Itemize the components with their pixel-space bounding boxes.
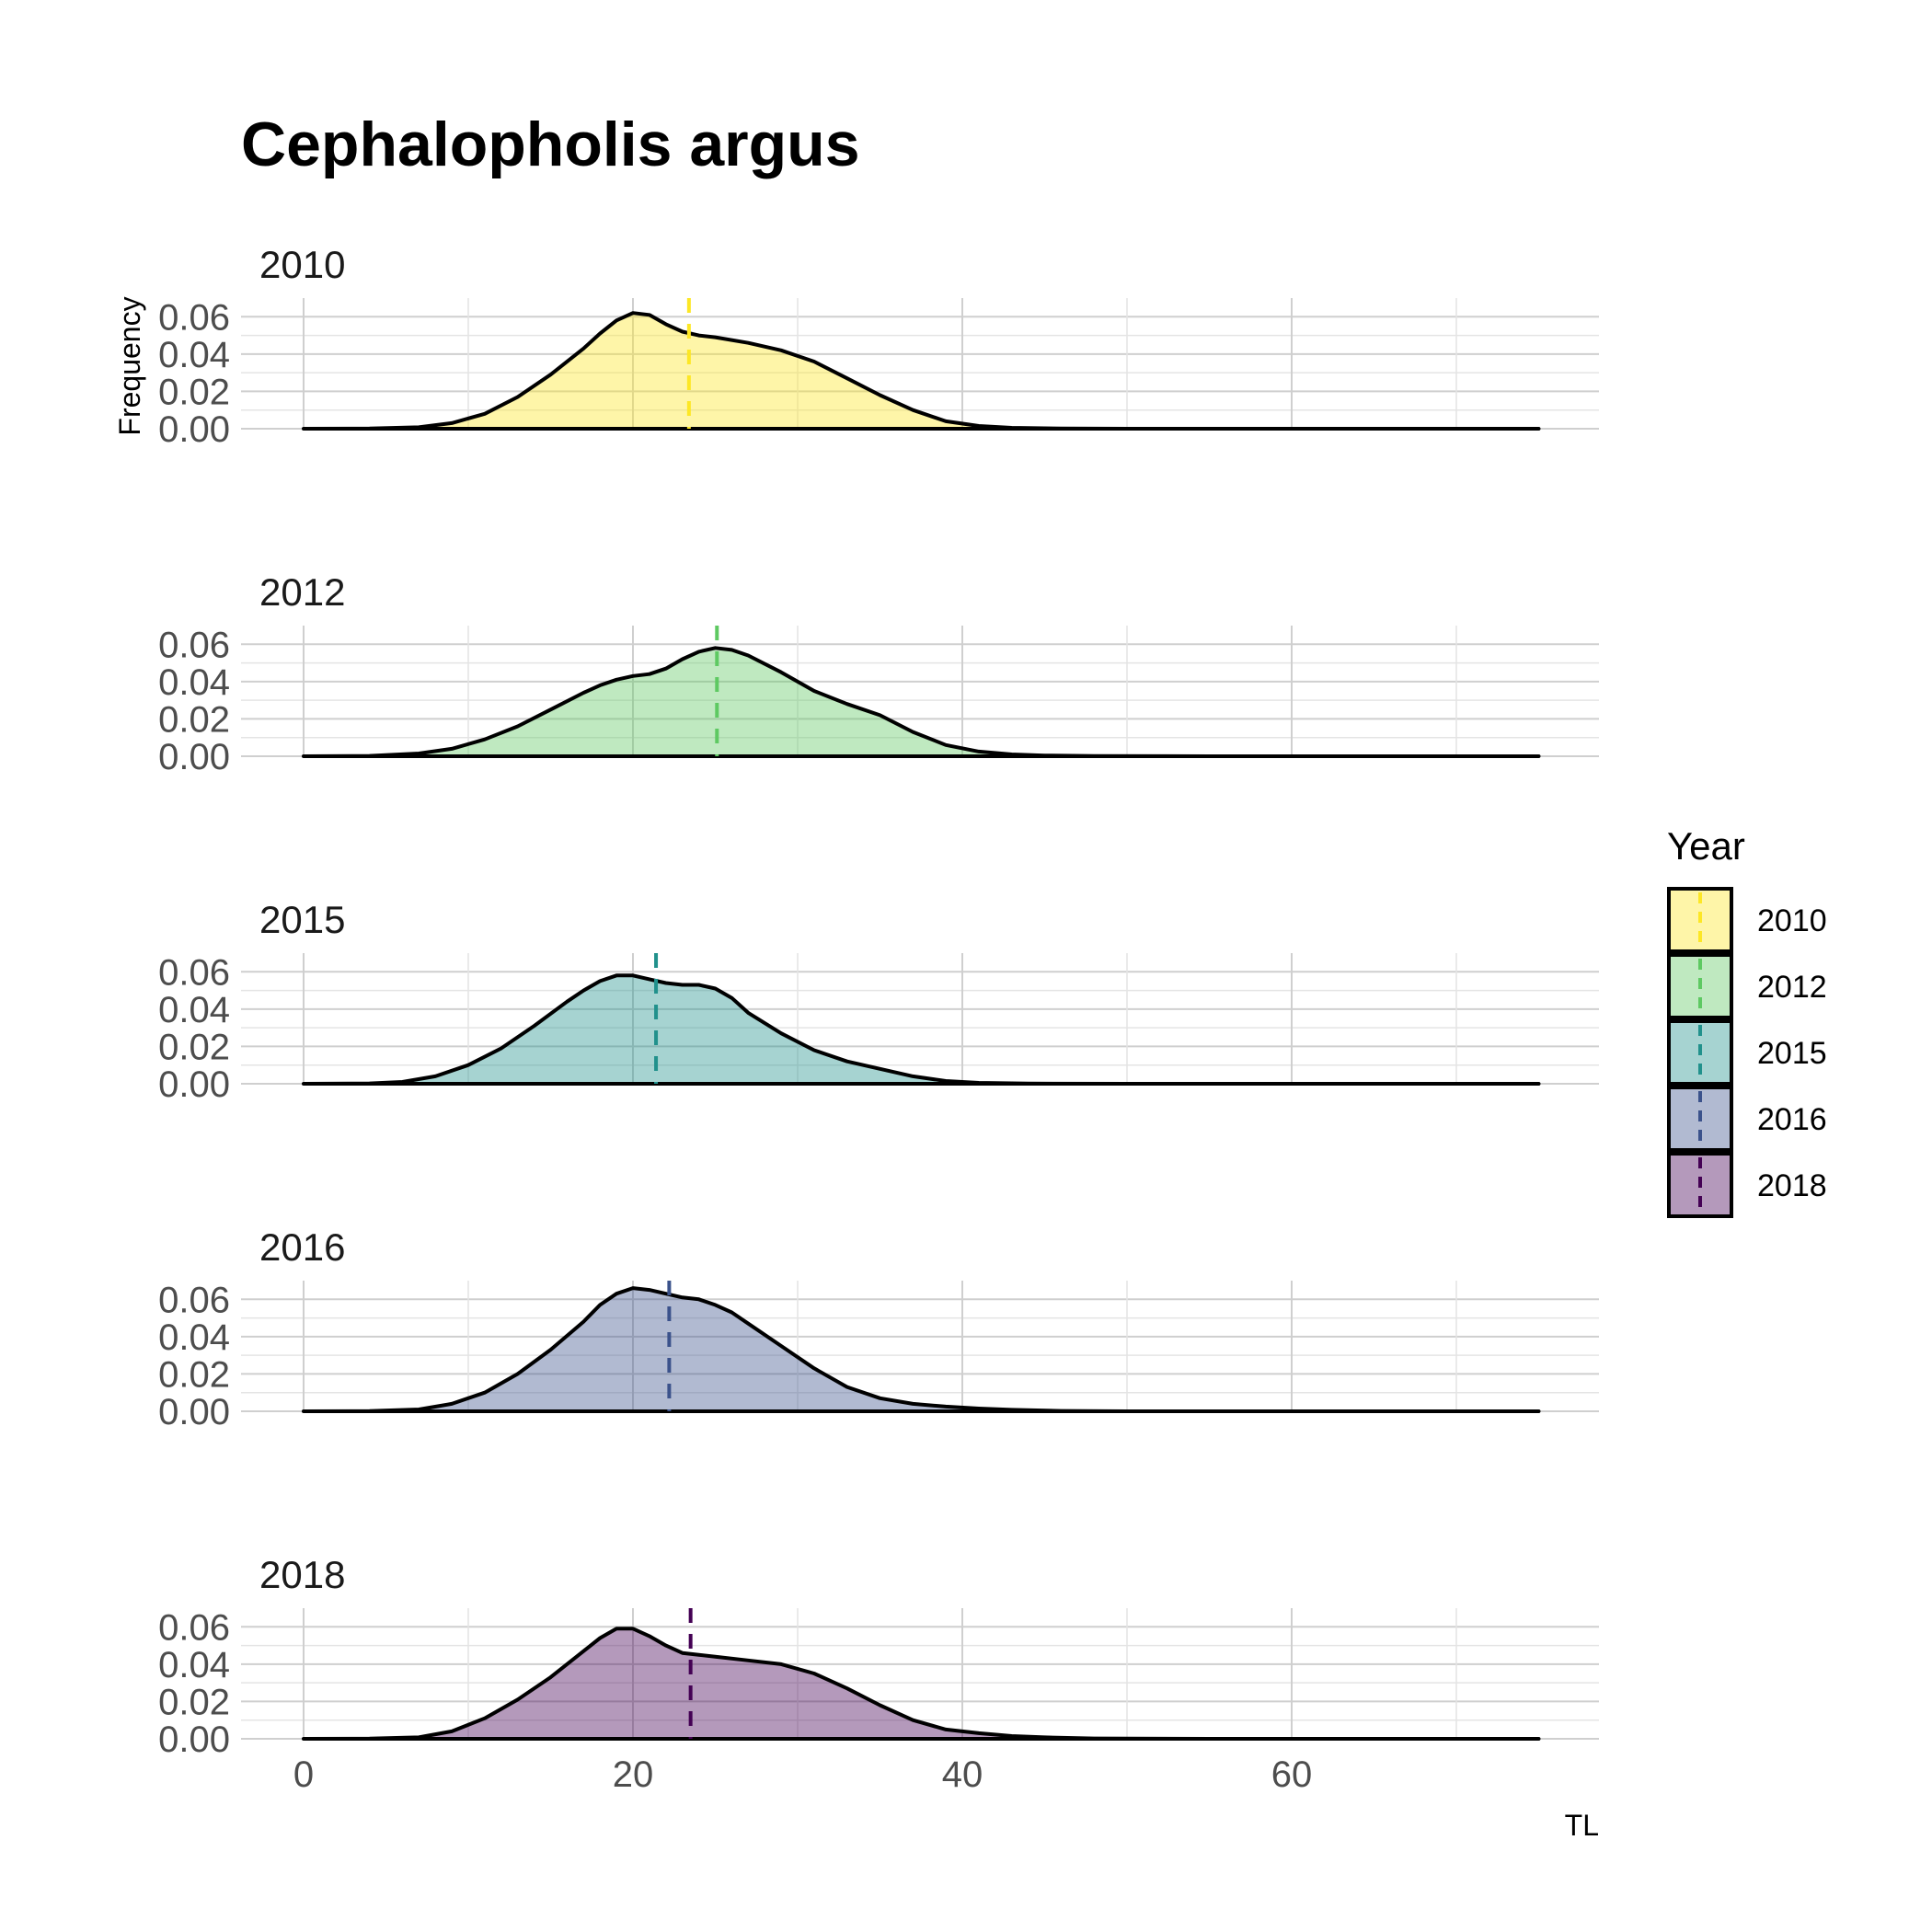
panel-2015: 2015 0.000.020.040.06 [158, 898, 1599, 1105]
density-area-2010 [302, 311, 1541, 431]
y-tick-label: 0.06 [158, 297, 230, 338]
density-area-2016 [302, 1286, 1541, 1413]
legend-label-2015: 2015 [1757, 1036, 1827, 1071]
y-tick-label: 0.02 [158, 372, 230, 412]
panel-2016: 2016 0.000.020.040.06 [158, 1225, 1599, 1432]
x-tick-label: 20 [613, 1754, 654, 1795]
y-tick-label: 0.04 [158, 1645, 230, 1685]
density-area-2015 [302, 973, 1541, 1086]
density-area-2012 [302, 646, 1541, 758]
legend-title: Year [1667, 824, 1745, 868]
legend-key-2016: 2016 [1667, 1086, 1827, 1152]
y-tick-label: 0.04 [158, 335, 230, 375]
y-axis-title: Frequency [113, 296, 146, 435]
y-tick-label: 0.06 [158, 625, 230, 665]
y-tick-label: 0.04 [158, 1317, 230, 1358]
y-tick-label: 0.00 [158, 409, 230, 450]
panel-2018: 2018 0.000.020.040.06 [158, 1553, 1599, 1760]
y-tick-label: 0.02 [158, 699, 230, 740]
panel-2012: 2012 0.000.020.040.06 [158, 570, 1599, 777]
legend-key-2012: 2012 [1667, 953, 1827, 1019]
y-tick-label: 0.02 [158, 1682, 230, 1722]
facet-label-2016: 2016 [259, 1225, 345, 1269]
legend-label-2018: 2018 [1757, 1168, 1827, 1203]
legend-label-2010: 2010 [1757, 903, 1827, 938]
legend-key-2018: 2018 [1667, 1152, 1827, 1218]
y-tick-label: 0.06 [158, 1280, 230, 1320]
y-tick-label: 0.00 [158, 1719, 230, 1760]
y-tick-label: 0.00 [158, 1064, 230, 1105]
y-tick-label: 0.02 [158, 1354, 230, 1395]
x-axis: 0 20 40 60 [293, 1754, 1312, 1795]
y-tick-label: 0.06 [158, 952, 230, 993]
legend-key-2015: 2015 [1667, 1019, 1827, 1086]
chart-title: Cephalopholis argus [241, 109, 860, 179]
y-tick-label: 0.02 [158, 1027, 230, 1067]
facet-label-2012: 2012 [259, 570, 345, 614]
x-axis-title: TL [1565, 1809, 1599, 1842]
facet-panels: 20100.000.020.040.0620120.000.020.040.06… [158, 243, 1599, 1760]
panel-2010: 2010 0.000.020.040.06 [158, 243, 1599, 450]
y-tick-label: 0.06 [158, 1607, 230, 1648]
x-tick-label: 40 [942, 1754, 983, 1795]
y-tick-label: 0.00 [158, 1392, 230, 1432]
facet-label-2015: 2015 [259, 898, 345, 941]
facet-label-2010: 2010 [259, 243, 345, 286]
density-area-2018 [302, 1627, 1541, 1741]
y-tick-label: 0.00 [158, 737, 230, 777]
legend: Year 2010 2012 2015 2016 2018 [1667, 824, 1827, 1218]
legend-label-2012: 2012 [1757, 970, 1827, 1005]
x-tick-label: 60 [1271, 1754, 1313, 1795]
legend-key-2010: 2010 [1667, 887, 1827, 953]
x-tick-label: 0 [293, 1754, 314, 1795]
y-tick-label: 0.04 [158, 662, 230, 703]
y-tick-label: 0.04 [158, 990, 230, 1030]
legend-label-2016: 2016 [1757, 1102, 1827, 1137]
facet-label-2018: 2018 [259, 1553, 345, 1596]
